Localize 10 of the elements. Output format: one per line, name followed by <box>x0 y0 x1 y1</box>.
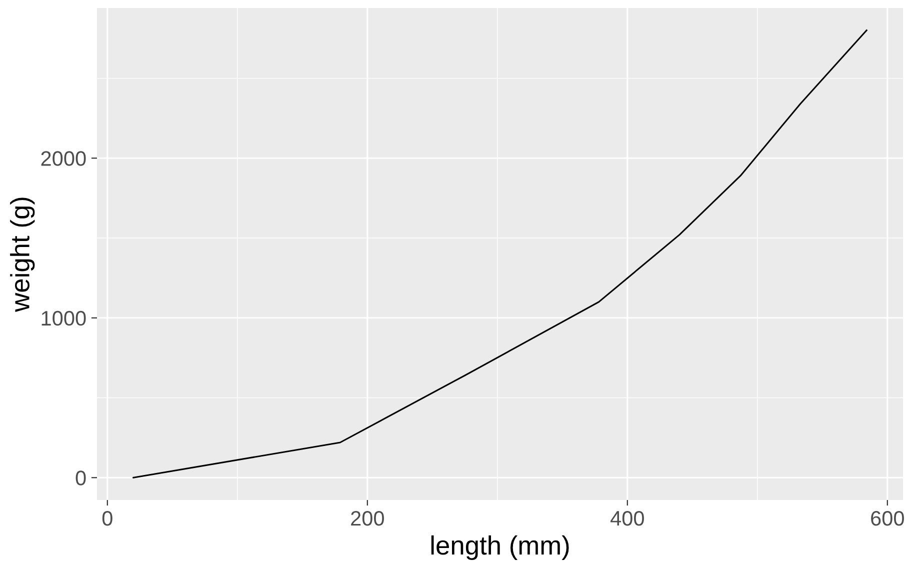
x-tick-label: 600 <box>871 510 904 526</box>
x-axis-title: length (mm) <box>431 535 569 560</box>
y-tick-label: 1000 <box>42 310 86 326</box>
x-tick-label: 0 <box>102 510 112 526</box>
y-tick-label: 2000 <box>41 151 86 166</box>
x-tick-label: 200 <box>351 510 384 526</box>
line-series <box>132 30 868 478</box>
y-tick-label: 0 <box>76 470 86 486</box>
x-tick-label: 400 <box>610 510 644 526</box>
y-axis-title: weight (g) <box>10 198 35 312</box>
